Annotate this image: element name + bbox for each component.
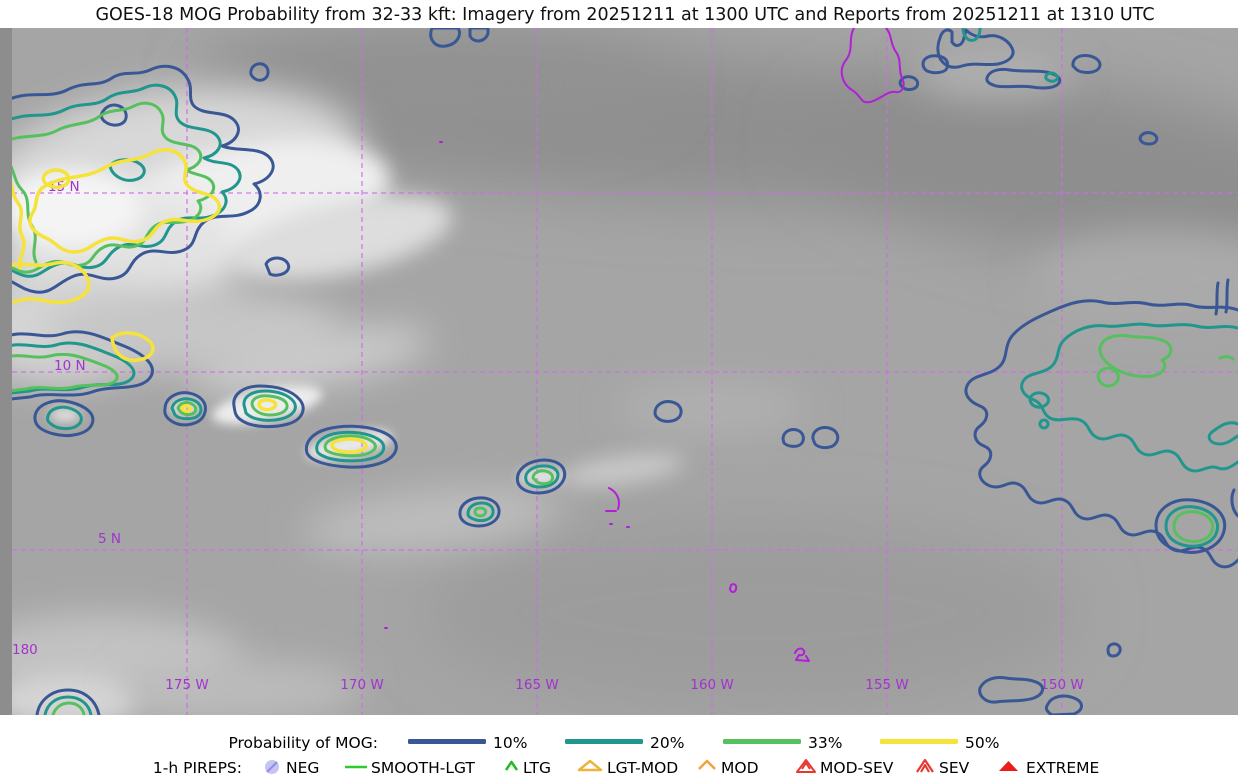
mog-33pct-line bbox=[723, 739, 801, 744]
pirep-lgt-mod-label: LGT-MOD bbox=[607, 759, 679, 777]
grid-lines bbox=[12, 28, 1238, 715]
pirep-smooth-lgt-label: SMOOTH-LGT bbox=[371, 759, 475, 777]
map-canvas: 15 N 10 N 5 N 180 175 W 170 W 165 W 160 … bbox=[12, 28, 1238, 715]
mog-50pct-line bbox=[880, 739, 958, 744]
pirep-mod-label: MOD bbox=[721, 759, 759, 777]
mog-10pct-line bbox=[408, 739, 486, 744]
map-left-border bbox=[0, 28, 12, 715]
legend-mog-row: Probability of MOG: 10% 20% 33% 50% bbox=[0, 731, 1250, 755]
lon-label-160w: 160 W bbox=[690, 677, 733, 693]
grid-labels: 15 N 10 N 5 N 180 175 W 170 W 165 W 160 … bbox=[12, 179, 1084, 693]
pirep-extreme-label: EXTREME bbox=[1026, 759, 1100, 777]
page-title: GOES-18 MOG Probability from 32-33 kft: … bbox=[95, 5, 1155, 25]
contours-50pct bbox=[12, 148, 368, 454]
lon-label-170w: 170 W bbox=[340, 677, 383, 693]
pirep-ltg-icon bbox=[504, 760, 519, 771]
pirep-sev-icon bbox=[916, 758, 934, 773]
mog-20pct-label: 20% bbox=[650, 734, 685, 752]
lon-label-150w: 150 W bbox=[1040, 677, 1083, 693]
lat-label-5n: 5 N bbox=[98, 531, 121, 547]
legend-pireps-row: 1-h PIREPS: NEG SMOOTH-LGT LTG LGT-MOD M… bbox=[0, 755, 1250, 779]
pirep-ltg-label: LTG bbox=[523, 759, 551, 777]
magenta-outline-group bbox=[384, 28, 905, 662]
mog-50pct-label: 50% bbox=[965, 734, 1000, 752]
contours-20pct bbox=[12, 28, 1238, 715]
mog-10pct-label: 10% bbox=[493, 734, 528, 752]
pirep-mod-icon bbox=[698, 759, 716, 770]
lon-label-180: 180 bbox=[12, 642, 38, 658]
pirep-mod-sev-icon bbox=[796, 759, 816, 773]
contours-10pct bbox=[12, 28, 1238, 715]
mog-33pct-label: 33% bbox=[808, 734, 843, 752]
legend-mog-title: Probability of MOG: bbox=[228, 734, 378, 752]
satellite-map: 15 N 10 N 5 N 180 175 W 170 W 165 W 160 … bbox=[12, 28, 1238, 715]
mog-20pct-line bbox=[565, 739, 643, 744]
pirep-extreme-icon bbox=[999, 761, 1018, 771]
pirep-mod-sev-label: MOD-SEV bbox=[820, 759, 894, 777]
lon-label-155w: 155 W bbox=[865, 677, 908, 693]
pirep-smooth-lgt-icon bbox=[345, 765, 367, 769]
lon-label-165w: 165 W bbox=[515, 677, 558, 693]
legend-pireps-title: 1-h PIREPS: bbox=[152, 759, 242, 777]
pirep-neg-icon bbox=[265, 760, 279, 774]
pirep-sev-label: SEV bbox=[939, 759, 970, 777]
pirep-lgt-mod-icon bbox=[577, 759, 603, 772]
pirep-neg-label: NEG bbox=[286, 759, 320, 777]
lon-label-175w: 175 W bbox=[165, 677, 208, 693]
lat-label-10n: 10 N bbox=[54, 358, 86, 374]
